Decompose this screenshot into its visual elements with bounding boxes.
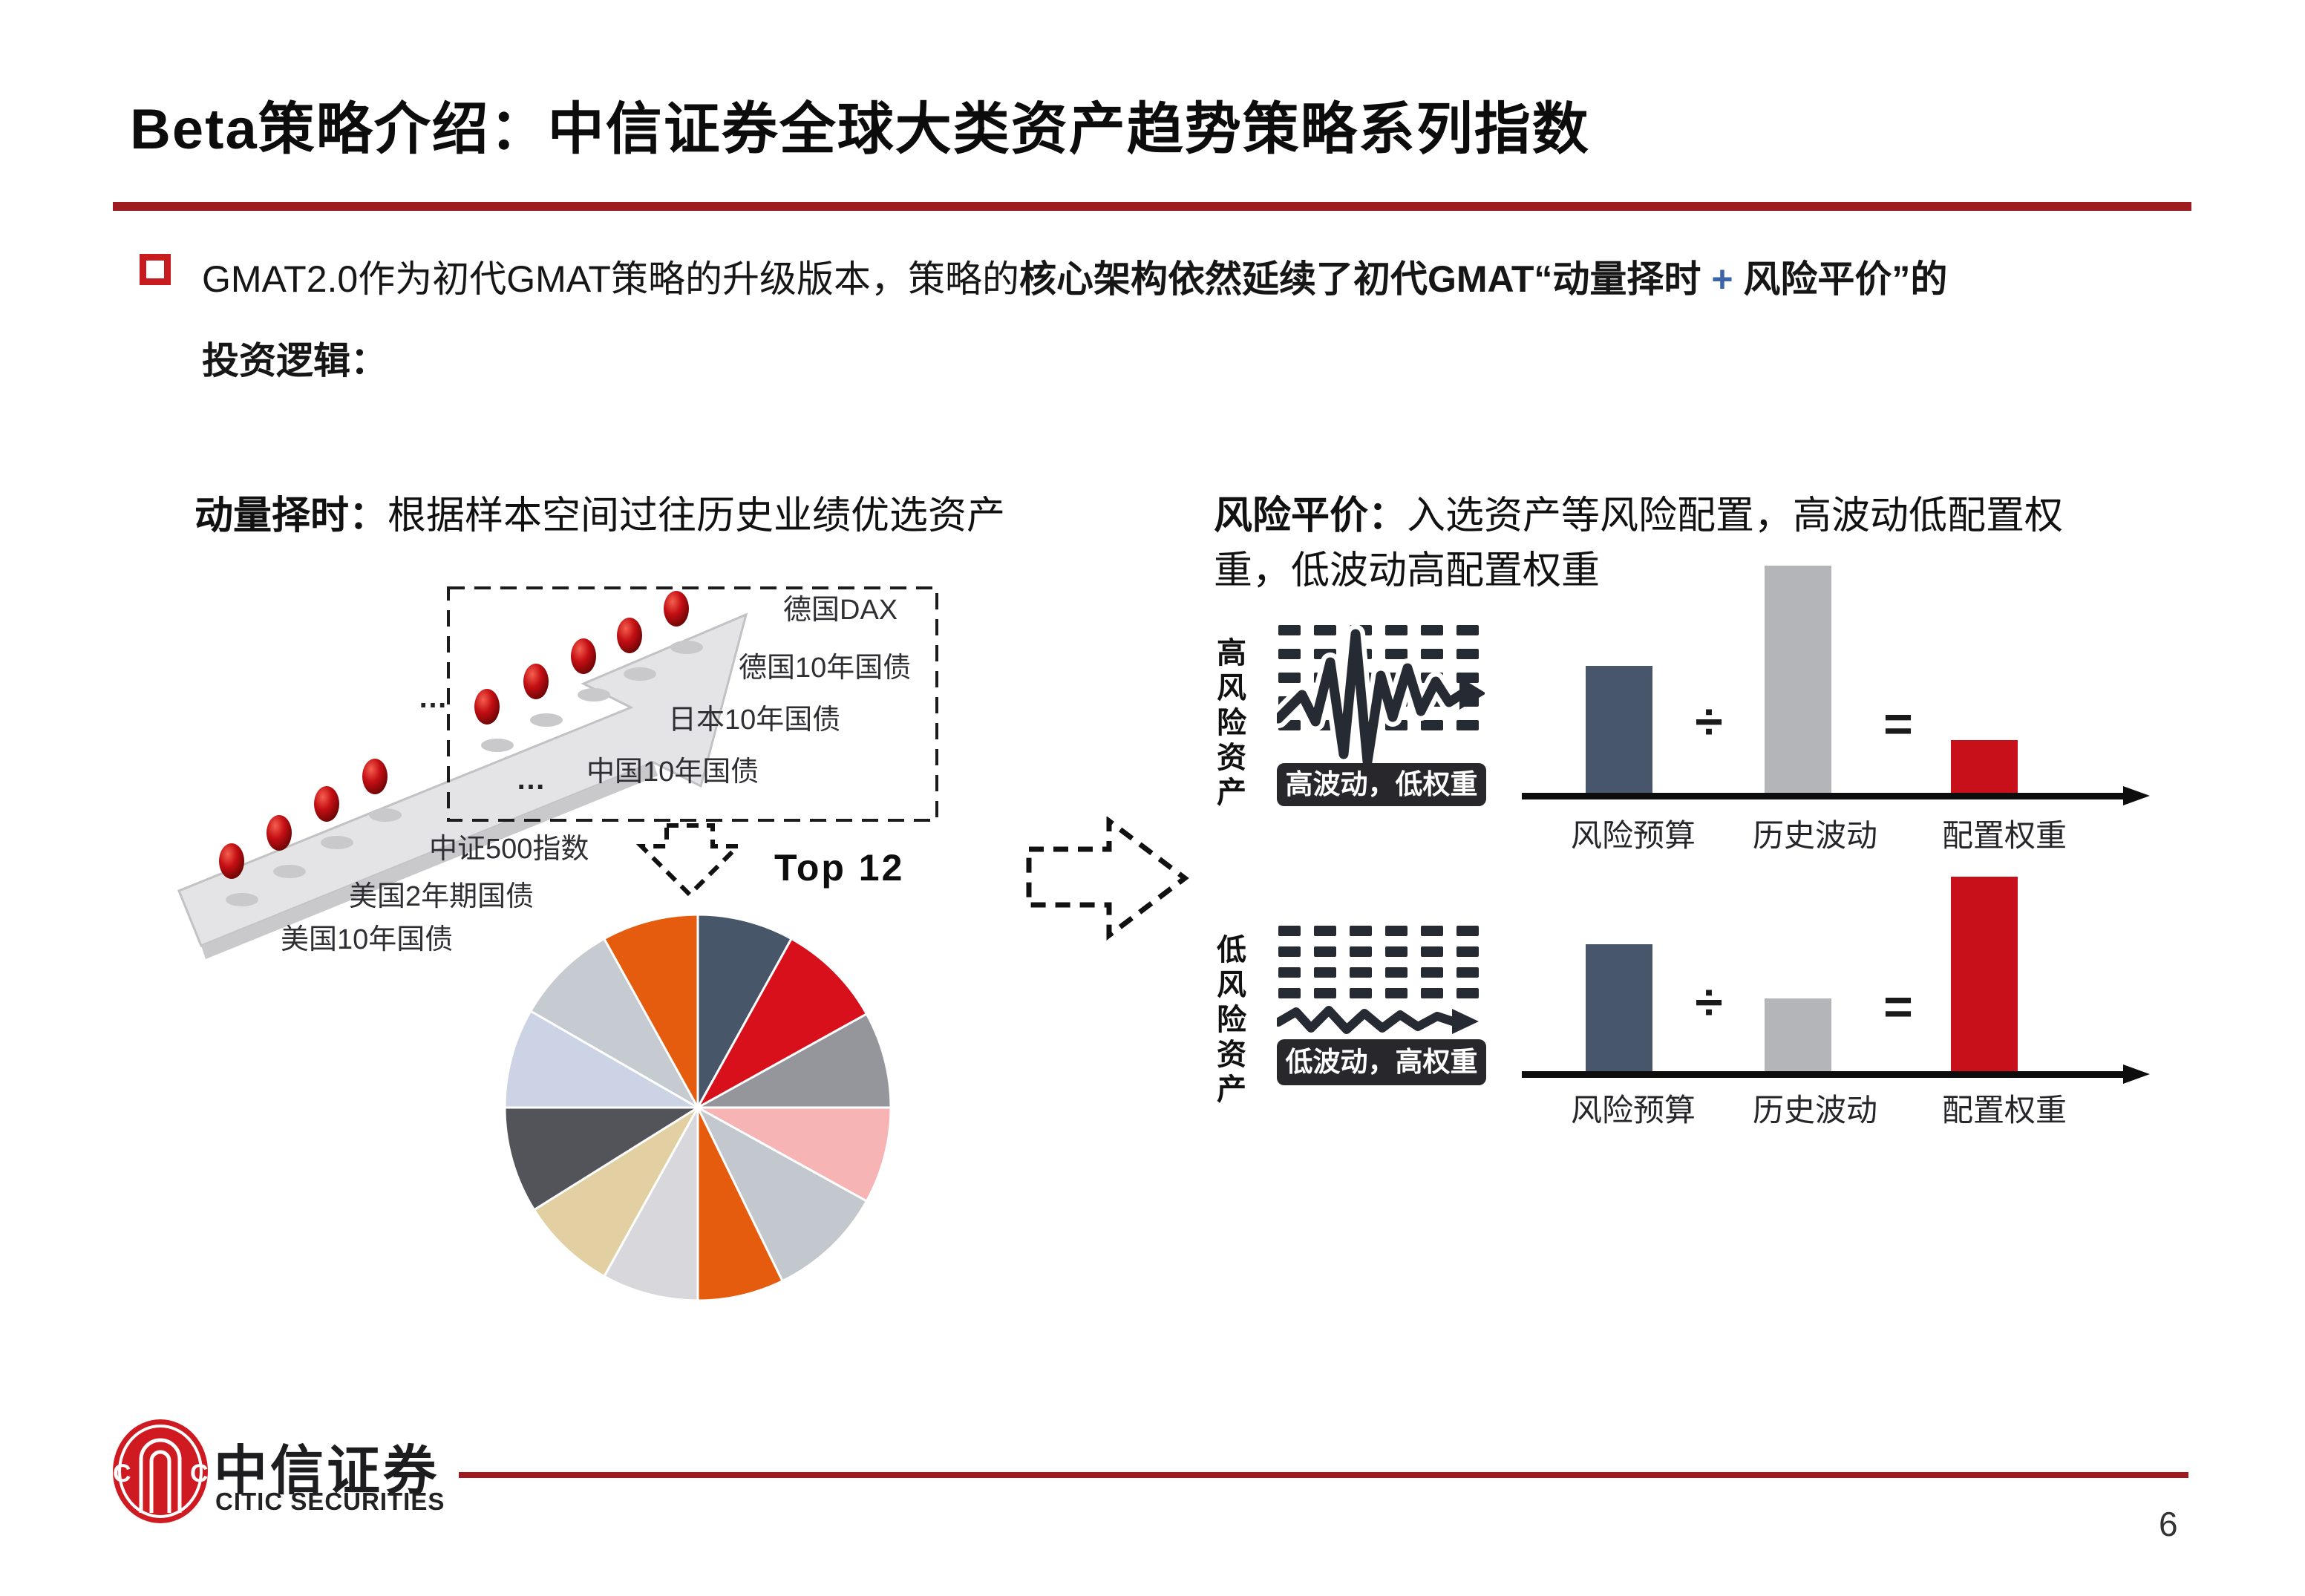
ellipsis-left: … bbox=[418, 681, 448, 714]
x-axis bbox=[1522, 1071, 2125, 1078]
bullet-text-line1: GMAT2.0作为初代GMAT策略的升级版本，策略的核心架构依然延续了初代GMA… bbox=[202, 249, 1947, 303]
bullet-text-line2: 投资逻辑： bbox=[202, 340, 388, 382]
divide-symbol-high: ÷ bbox=[1695, 693, 1723, 750]
bullet-regular: GMAT2.0作为初代GMAT策略的升级版本，策略的 bbox=[202, 258, 1019, 300]
bullet-bold-b: 风险平价”的 bbox=[1733, 258, 1948, 300]
asset-label-jp-10y: 日本10年国债 bbox=[668, 704, 841, 736]
title-divider bbox=[113, 202, 2191, 211]
asset-label-cn-10y: 中国10年国债 bbox=[586, 756, 759, 788]
bar-1 bbox=[1586, 944, 1652, 1071]
high-risk-bar-chart bbox=[1522, 540, 2153, 805]
page-title: Beta策略介绍：中信证券全球大类资产趋势策略系列指数 bbox=[130, 98, 1590, 161]
footer-divider bbox=[459, 1472, 2188, 1478]
low-risk-side-label: 低风险资产 bbox=[1212, 934, 1245, 1108]
page-number: 6 bbox=[2159, 1505, 2178, 1543]
momentum-diagram bbox=[177, 586, 938, 959]
dashed-down-arrow-icon bbox=[635, 823, 744, 898]
equals-symbol-high: = bbox=[1883, 696, 1913, 752]
plus-sign: + bbox=[1711, 258, 1733, 300]
momentum-heading: 动量择时：根据样本空间过往历史业绩优选资产 bbox=[194, 484, 1005, 540]
high-vol-badge: 高波动，低权重 bbox=[1277, 763, 1486, 806]
low-volatility-icon bbox=[1277, 926, 1479, 1038]
bar-3 bbox=[1951, 877, 2018, 1071]
top12-pie-chart bbox=[503, 913, 892, 1302]
momentum-heading-rest: 根据样本空间过往历史业绩优选资产 bbox=[388, 494, 1006, 537]
x-axis-arrow-icon bbox=[2123, 1064, 2150, 1084]
low-risk-bar-chart bbox=[1522, 819, 2153, 1084]
citic-logo-icon: C C bbox=[113, 1419, 209, 1523]
asset-label-csi500: 中证500指数 bbox=[429, 834, 589, 865]
bar-3 bbox=[1951, 740, 2018, 793]
risk-parity-heading-bold: 风险平价： bbox=[1214, 494, 1407, 537]
bar-2 bbox=[1765, 998, 1831, 1071]
x-axis bbox=[1522, 793, 2125, 799]
risk-parity-heading-line2: 重，低波动高配置权重 bbox=[1214, 549, 1601, 592]
asset-dots bbox=[219, 591, 703, 906]
sample-space-dashed-box bbox=[447, 586, 938, 822]
x-axis-arrow-icon bbox=[2123, 786, 2150, 805]
logo-cn-text: 中信证券 bbox=[214, 1442, 440, 1501]
bar-2 bbox=[1765, 566, 1831, 793]
top12-label: Top 12 bbox=[774, 847, 905, 889]
low-vol-badge: 低波动，高权重 bbox=[1277, 1039, 1486, 1085]
high-volatility-icon bbox=[1277, 624, 1485, 765]
asset-label-de-dax: 德国DAX bbox=[783, 595, 898, 626]
bar-label-hist-vol-high: 历史波动 bbox=[1752, 818, 1878, 853]
bar-label-hist-vol-low: 历史波动 bbox=[1752, 1093, 1878, 1128]
asset-label-de-10y: 德国10年国债 bbox=[739, 653, 912, 684]
bar-1 bbox=[1586, 666, 1652, 793]
ellipsis-mid: … bbox=[516, 763, 546, 796]
bullet-marker-icon bbox=[140, 254, 171, 285]
logo-en-text: CITIC SECURITIES bbox=[215, 1488, 445, 1515]
momentum-heading-bold: 动量择时： bbox=[194, 494, 388, 537]
equals-symbol-low: = bbox=[1883, 978, 1913, 1035]
risk-parity-heading-rest: 入选资产等风险配置，高波动低配置权 bbox=[1407, 494, 2064, 537]
bullet-bold-a: 核心架构依然延续了初代GMAT“动量择时 bbox=[1019, 258, 1712, 300]
bar-label-alloc-weight-high: 配置权重 bbox=[1941, 818, 2067, 853]
svg-text:C: C bbox=[190, 1459, 209, 1488]
bar-label-alloc-weight-low: 配置权重 bbox=[1941, 1093, 2067, 1128]
trend-arrow-underside bbox=[201, 762, 658, 959]
svg-text:C: C bbox=[113, 1459, 131, 1488]
risk-parity-heading-line1: 风险平价：入选资产等风险配置，高波动低配置权 bbox=[1214, 484, 2063, 540]
high-risk-side-label: 高风险资产 bbox=[1212, 637, 1245, 811]
trend-arrow bbox=[177, 612, 748, 947]
divide-symbol-low: ÷ bbox=[1695, 974, 1723, 1030]
bar-label-risk-budget-high: 风险预算 bbox=[1570, 818, 1696, 853]
asset-label-us-2y: 美国2年期国债 bbox=[349, 881, 534, 912]
bar-label-risk-budget-low: 风险预算 bbox=[1570, 1093, 1696, 1128]
asset-label-us-10y: 美国10年国债 bbox=[281, 924, 454, 955]
dashed-right-arrow-icon bbox=[1026, 817, 1189, 941]
